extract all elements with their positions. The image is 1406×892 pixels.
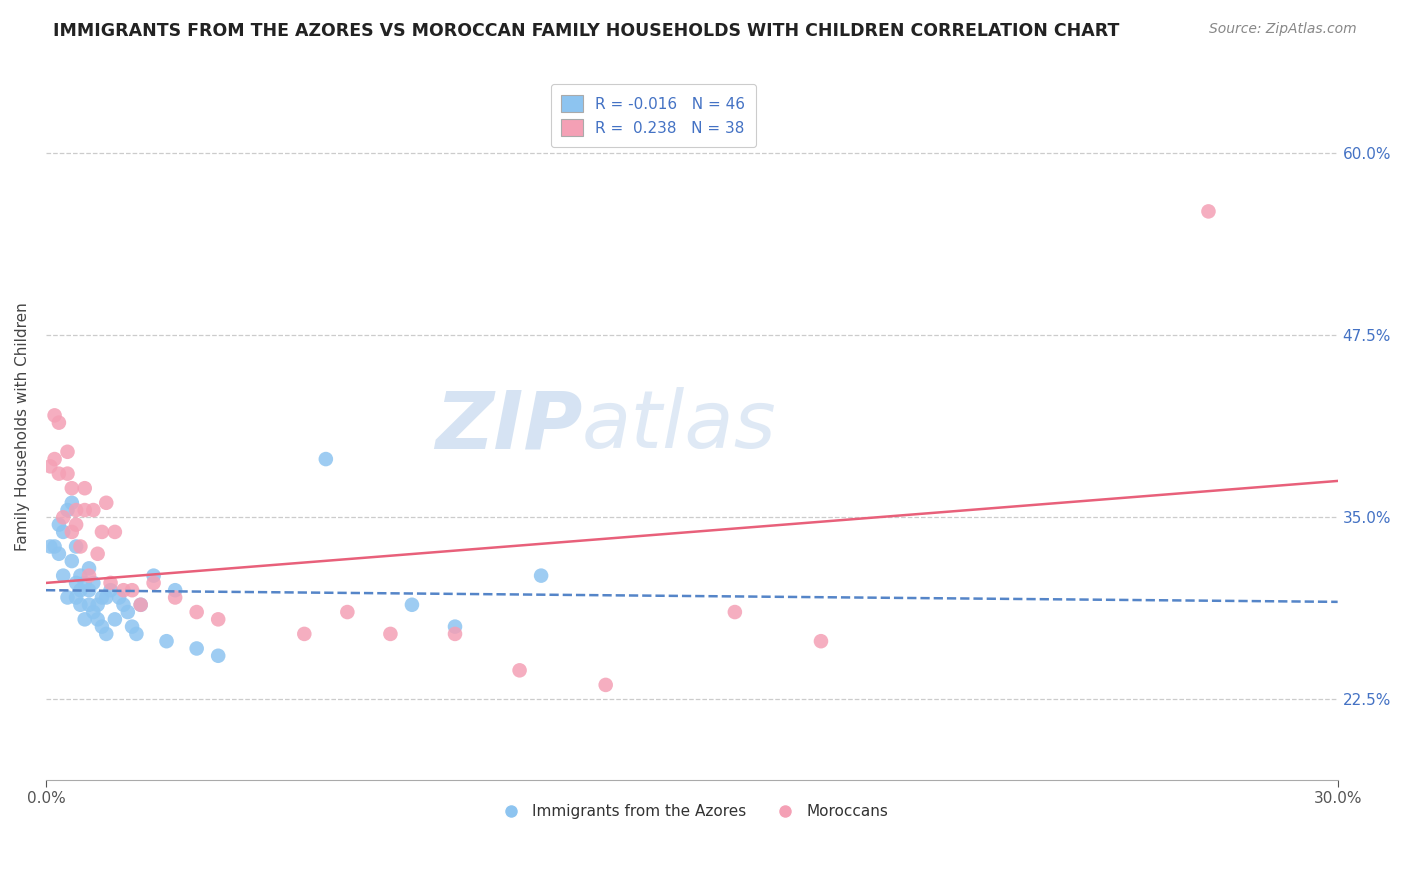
Point — [155, 634, 177, 648]
Point — [96, 627, 118, 641]
Point — [65, 540, 87, 554]
Point — [65, 503, 87, 517]
Point — [77, 583, 100, 598]
Point — [112, 583, 135, 598]
Point — [1198, 204, 1220, 219]
Point — [444, 627, 467, 641]
Text: IMMIGRANTS FROM THE AZORES VS MOROCCAN FAMILY HOUSEHOLDS WITH CHILDREN CORRELATI: IMMIGRANTS FROM THE AZORES VS MOROCCAN F… — [53, 22, 1119, 40]
Point — [121, 619, 143, 633]
Point — [125, 627, 148, 641]
Point — [595, 678, 617, 692]
Point — [530, 568, 553, 582]
Point — [48, 467, 70, 481]
Point — [73, 503, 96, 517]
Point — [73, 575, 96, 590]
Point — [39, 540, 62, 554]
Point — [142, 575, 165, 590]
Point — [82, 503, 104, 517]
Point — [60, 496, 83, 510]
Point — [380, 627, 402, 641]
Point — [401, 598, 423, 612]
Point — [86, 612, 108, 626]
Point — [77, 561, 100, 575]
Point — [65, 591, 87, 605]
Point — [77, 598, 100, 612]
Point — [142, 568, 165, 582]
Point — [186, 641, 208, 656]
Point — [65, 517, 87, 532]
Point — [82, 575, 104, 590]
Point — [60, 481, 83, 495]
Point — [117, 605, 139, 619]
Point — [39, 459, 62, 474]
Point — [104, 612, 127, 626]
Point — [112, 598, 135, 612]
Point — [315, 452, 337, 467]
Point — [52, 568, 75, 582]
Point — [48, 517, 70, 532]
Point — [100, 575, 122, 590]
Point — [56, 591, 79, 605]
Point — [91, 591, 114, 605]
Point — [104, 524, 127, 539]
Point — [52, 510, 75, 524]
Point — [444, 619, 467, 633]
Point — [207, 612, 229, 626]
Point — [121, 583, 143, 598]
Point — [77, 568, 100, 582]
Point — [73, 612, 96, 626]
Point — [96, 591, 118, 605]
Point — [56, 467, 79, 481]
Point — [91, 619, 114, 633]
Point — [86, 598, 108, 612]
Point — [810, 634, 832, 648]
Point — [91, 524, 114, 539]
Point — [52, 524, 75, 539]
Point — [48, 416, 70, 430]
Point — [69, 598, 91, 612]
Point — [73, 481, 96, 495]
Point — [186, 605, 208, 619]
Point — [129, 598, 152, 612]
Point — [96, 496, 118, 510]
Point — [69, 583, 91, 598]
Point — [165, 583, 187, 598]
Point — [44, 452, 66, 467]
Point — [60, 524, 83, 539]
Point — [86, 547, 108, 561]
Point — [48, 547, 70, 561]
Point — [56, 444, 79, 458]
Text: ZIP: ZIP — [434, 387, 582, 466]
Point — [69, 568, 91, 582]
Point — [165, 591, 187, 605]
Point — [100, 583, 122, 598]
Point — [509, 663, 531, 677]
Point — [108, 591, 131, 605]
Point — [69, 540, 91, 554]
Point — [44, 540, 66, 554]
Point — [724, 605, 747, 619]
Point — [82, 605, 104, 619]
Point — [129, 598, 152, 612]
Point — [56, 503, 79, 517]
Legend: Immigrants from the Azores, Moroccans: Immigrants from the Azores, Moroccans — [489, 797, 894, 825]
Text: atlas: atlas — [582, 387, 776, 466]
Point — [44, 409, 66, 423]
Point — [65, 575, 87, 590]
Point — [60, 554, 83, 568]
Y-axis label: Family Households with Children: Family Households with Children — [15, 301, 30, 550]
Point — [336, 605, 359, 619]
Point — [207, 648, 229, 663]
Point — [292, 627, 315, 641]
Text: Source: ZipAtlas.com: Source: ZipAtlas.com — [1209, 22, 1357, 37]
